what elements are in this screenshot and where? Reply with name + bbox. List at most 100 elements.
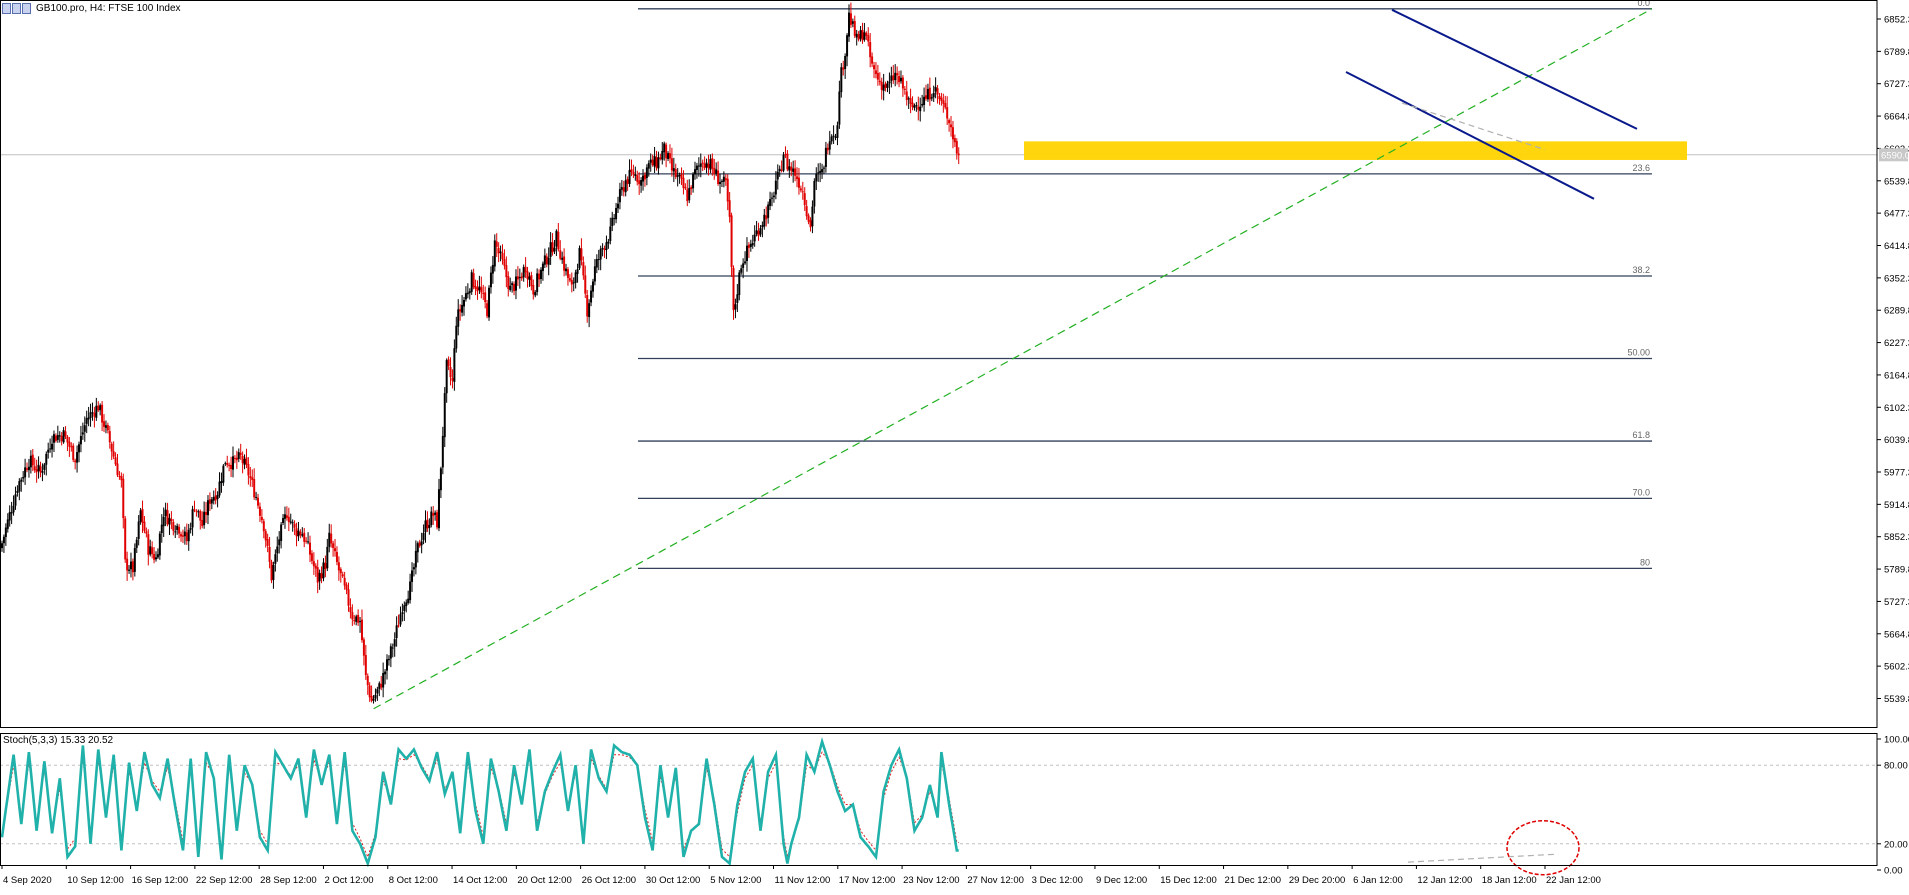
candle-body [147,534,149,555]
candle-body [290,521,292,522]
candle-body [399,614,401,624]
candle-body [758,231,760,236]
candle-body [22,477,24,478]
candle-body [503,259,505,266]
candle-body [815,174,817,181]
candle-body [276,547,278,554]
candle-body [61,436,63,441]
price-axis-label: 6477.3 [1884,209,1909,220]
candle-body [950,124,952,127]
candle-body [174,531,176,532]
candle-body [534,292,536,295]
candle-body [376,689,378,693]
candle-body [896,73,898,75]
time-axis-label: 21 Dec 12:00 [1225,875,1282,886]
highlight-circle [1507,821,1579,875]
candle-body [557,232,559,250]
candle-body [259,507,261,516]
candle-body [756,230,758,234]
candle-body [904,89,906,90]
candle-body [942,100,944,103]
candle-body [384,672,386,675]
candle-body [528,276,530,280]
candle-body [482,293,484,294]
candle-body [502,253,504,259]
candle-body [403,605,405,611]
candle-body [561,258,563,260]
candle-body [582,262,584,275]
candle-body [567,269,569,278]
candle-body [51,444,53,450]
price-axis-label: 5664.8 [1884,629,1909,640]
candle-body [492,265,494,274]
candle-body [140,510,142,521]
candle-body [82,432,84,434]
candle-body [365,655,367,675]
candle-body [380,684,382,687]
time-axis-label: 5 Nov 12:00 [710,875,761,886]
candle-body [850,13,852,25]
candle-body [569,278,571,280]
candle-body [305,541,307,542]
candle-body [194,509,196,510]
candle-body [915,105,917,106]
candle-body [286,515,288,518]
candle-body [919,107,921,111]
candle-body [165,510,167,517]
candle-body [956,141,958,154]
candle-body [910,98,912,104]
candle-body [319,573,321,581]
time-axis-label: 14 Oct 12:00 [453,875,507,886]
candle-body [927,89,929,99]
candle-body [783,155,785,171]
candle-body [604,249,606,251]
candle-body [88,418,90,420]
candle-body [590,291,592,303]
candle-body [5,528,7,538]
candle-body [118,476,120,477]
price-axis-label: 5914.8 [1884,500,1909,511]
candle-body [811,207,813,227]
candle-body [536,273,538,292]
candle-body [26,468,28,470]
candle-body [752,243,754,245]
price-axis-label: 6352.3 [1884,273,1909,284]
candle-body [931,97,933,98]
candle-body [707,164,709,168]
candle-body [423,533,425,540]
candle-body [80,436,82,444]
candle-body [65,431,67,436]
candle-body [471,272,473,292]
candle-body [532,285,534,294]
candle-body [656,157,658,168]
price-axis-label: 6789.8 [1884,47,1909,58]
candle-body [34,466,36,470]
candle-body [220,481,222,483]
candle-body [9,512,11,520]
candle-body [550,242,552,257]
candle-body [421,541,423,545]
candle-body [929,88,931,100]
candle-body [507,276,509,289]
candle-body [948,120,950,123]
candle-body [478,286,480,290]
candle-body [157,554,159,557]
support-zone-layer [1024,141,1687,160]
candle-body [517,276,519,279]
time-axis-label: 2 Oct 12:00 [324,875,373,886]
candle-body [255,497,257,498]
candle-body [459,309,461,311]
candle-body [371,696,373,701]
candle-body [461,305,463,313]
candle-body [357,615,359,623]
candle-body [178,527,180,534]
candle-body [36,469,38,472]
candle-body [242,456,244,463]
time-axis-label: 8 Oct 12:00 [389,875,438,886]
fib-level-label: 80 [1640,557,1650,567]
candle-body [253,479,255,497]
candle-body [892,75,894,80]
candle-body [875,70,877,74]
candle-body [734,304,736,309]
candle-body [465,293,467,299]
